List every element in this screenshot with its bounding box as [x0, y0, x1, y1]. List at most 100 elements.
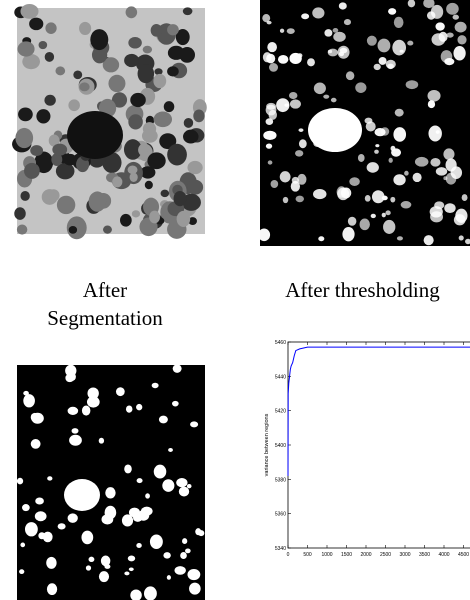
- cell: [69, 226, 77, 234]
- blob: [38, 532, 45, 539]
- blob: [174, 566, 185, 575]
- blob: [348, 217, 357, 226]
- cell: [167, 24, 179, 35]
- blob: [307, 58, 315, 66]
- blob: [382, 196, 388, 201]
- blob: [68, 373, 76, 382]
- cell: [147, 152, 165, 169]
- cell: [154, 112, 172, 128]
- blob: [187, 484, 192, 488]
- blob: [301, 13, 309, 19]
- blob: [25, 522, 38, 536]
- blob: [328, 49, 338, 57]
- blob: [150, 534, 163, 549]
- blob: [344, 19, 351, 25]
- blob: [453, 46, 465, 60]
- blob: [395, 109, 404, 117]
- blob: [283, 197, 288, 203]
- cell: [20, 191, 29, 201]
- blob: [19, 569, 24, 574]
- blob: [295, 150, 303, 157]
- blob: [391, 146, 396, 152]
- blob: [258, 229, 270, 242]
- blob: [35, 497, 44, 504]
- blob: [388, 8, 396, 15]
- caption: After thresholding: [255, 276, 470, 304]
- cell: [103, 226, 112, 234]
- blob: [318, 236, 324, 241]
- blob: [22, 504, 30, 511]
- blob: [454, 214, 466, 225]
- blob: [287, 28, 295, 34]
- blob: [68, 407, 79, 415]
- blob: [443, 148, 454, 160]
- cell: [130, 93, 146, 107]
- x-tick-label: 1500: [341, 552, 352, 558]
- blob: [308, 108, 362, 152]
- blob: [136, 404, 142, 410]
- cell: [52, 144, 67, 156]
- blob: [430, 206, 443, 217]
- cell: [79, 22, 91, 35]
- blob: [187, 569, 200, 580]
- blob: [87, 396, 100, 407]
- blob: [136, 543, 141, 548]
- cell: [145, 181, 153, 189]
- blob: [128, 555, 135, 561]
- blob: [378, 39, 391, 53]
- y-tick-label: 5380: [275, 477, 286, 483]
- cell: [183, 7, 193, 15]
- blob: [375, 128, 386, 136]
- blob: [185, 548, 191, 553]
- blob: [401, 201, 412, 209]
- x-tick-label: 3000: [399, 552, 410, 558]
- blob: [430, 158, 440, 167]
- blob: [374, 150, 379, 154]
- x-tick-label: 4500: [458, 552, 469, 558]
- blob: [17, 478, 23, 485]
- blob: [374, 64, 381, 70]
- blob: [163, 552, 170, 558]
- cell: [193, 109, 204, 122]
- cell: [57, 196, 75, 214]
- blob: [72, 428, 79, 434]
- blob: [333, 32, 346, 42]
- y-axis-label: variance between regions: [264, 413, 270, 476]
- cell: [138, 64, 155, 83]
- cell: [161, 190, 170, 197]
- cell: [120, 214, 132, 227]
- blob: [459, 235, 464, 240]
- blob: [446, 3, 459, 15]
- blob: [99, 438, 104, 444]
- cell: [73, 70, 82, 79]
- blob: [278, 55, 288, 64]
- cell: [112, 176, 122, 187]
- cell: [128, 114, 143, 129]
- x-tick-label: 4000: [438, 552, 449, 558]
- blob: [424, 235, 434, 245]
- blob: [390, 197, 395, 203]
- blob: [269, 63, 278, 72]
- blob: [47, 583, 57, 595]
- blob: [35, 511, 47, 521]
- blob: [124, 464, 132, 473]
- blob: [349, 177, 359, 186]
- blob: [296, 196, 304, 203]
- cell: [184, 118, 193, 128]
- cell: [168, 46, 185, 60]
- x-tick-label: 1000: [321, 552, 332, 558]
- blob: [291, 181, 300, 192]
- cell: [29, 18, 43, 31]
- chart: 5340536053805400542054405460050010001500…: [264, 340, 470, 558]
- cell: [20, 4, 38, 19]
- cell: [187, 161, 202, 174]
- y-tick-label: 5360: [275, 512, 286, 518]
- cell: [167, 144, 187, 166]
- blob: [289, 92, 297, 99]
- blob: [367, 162, 379, 173]
- blob: [451, 166, 462, 179]
- cell: [128, 165, 138, 174]
- blob: [313, 189, 326, 199]
- blob: [23, 394, 35, 407]
- blob: [299, 139, 307, 148]
